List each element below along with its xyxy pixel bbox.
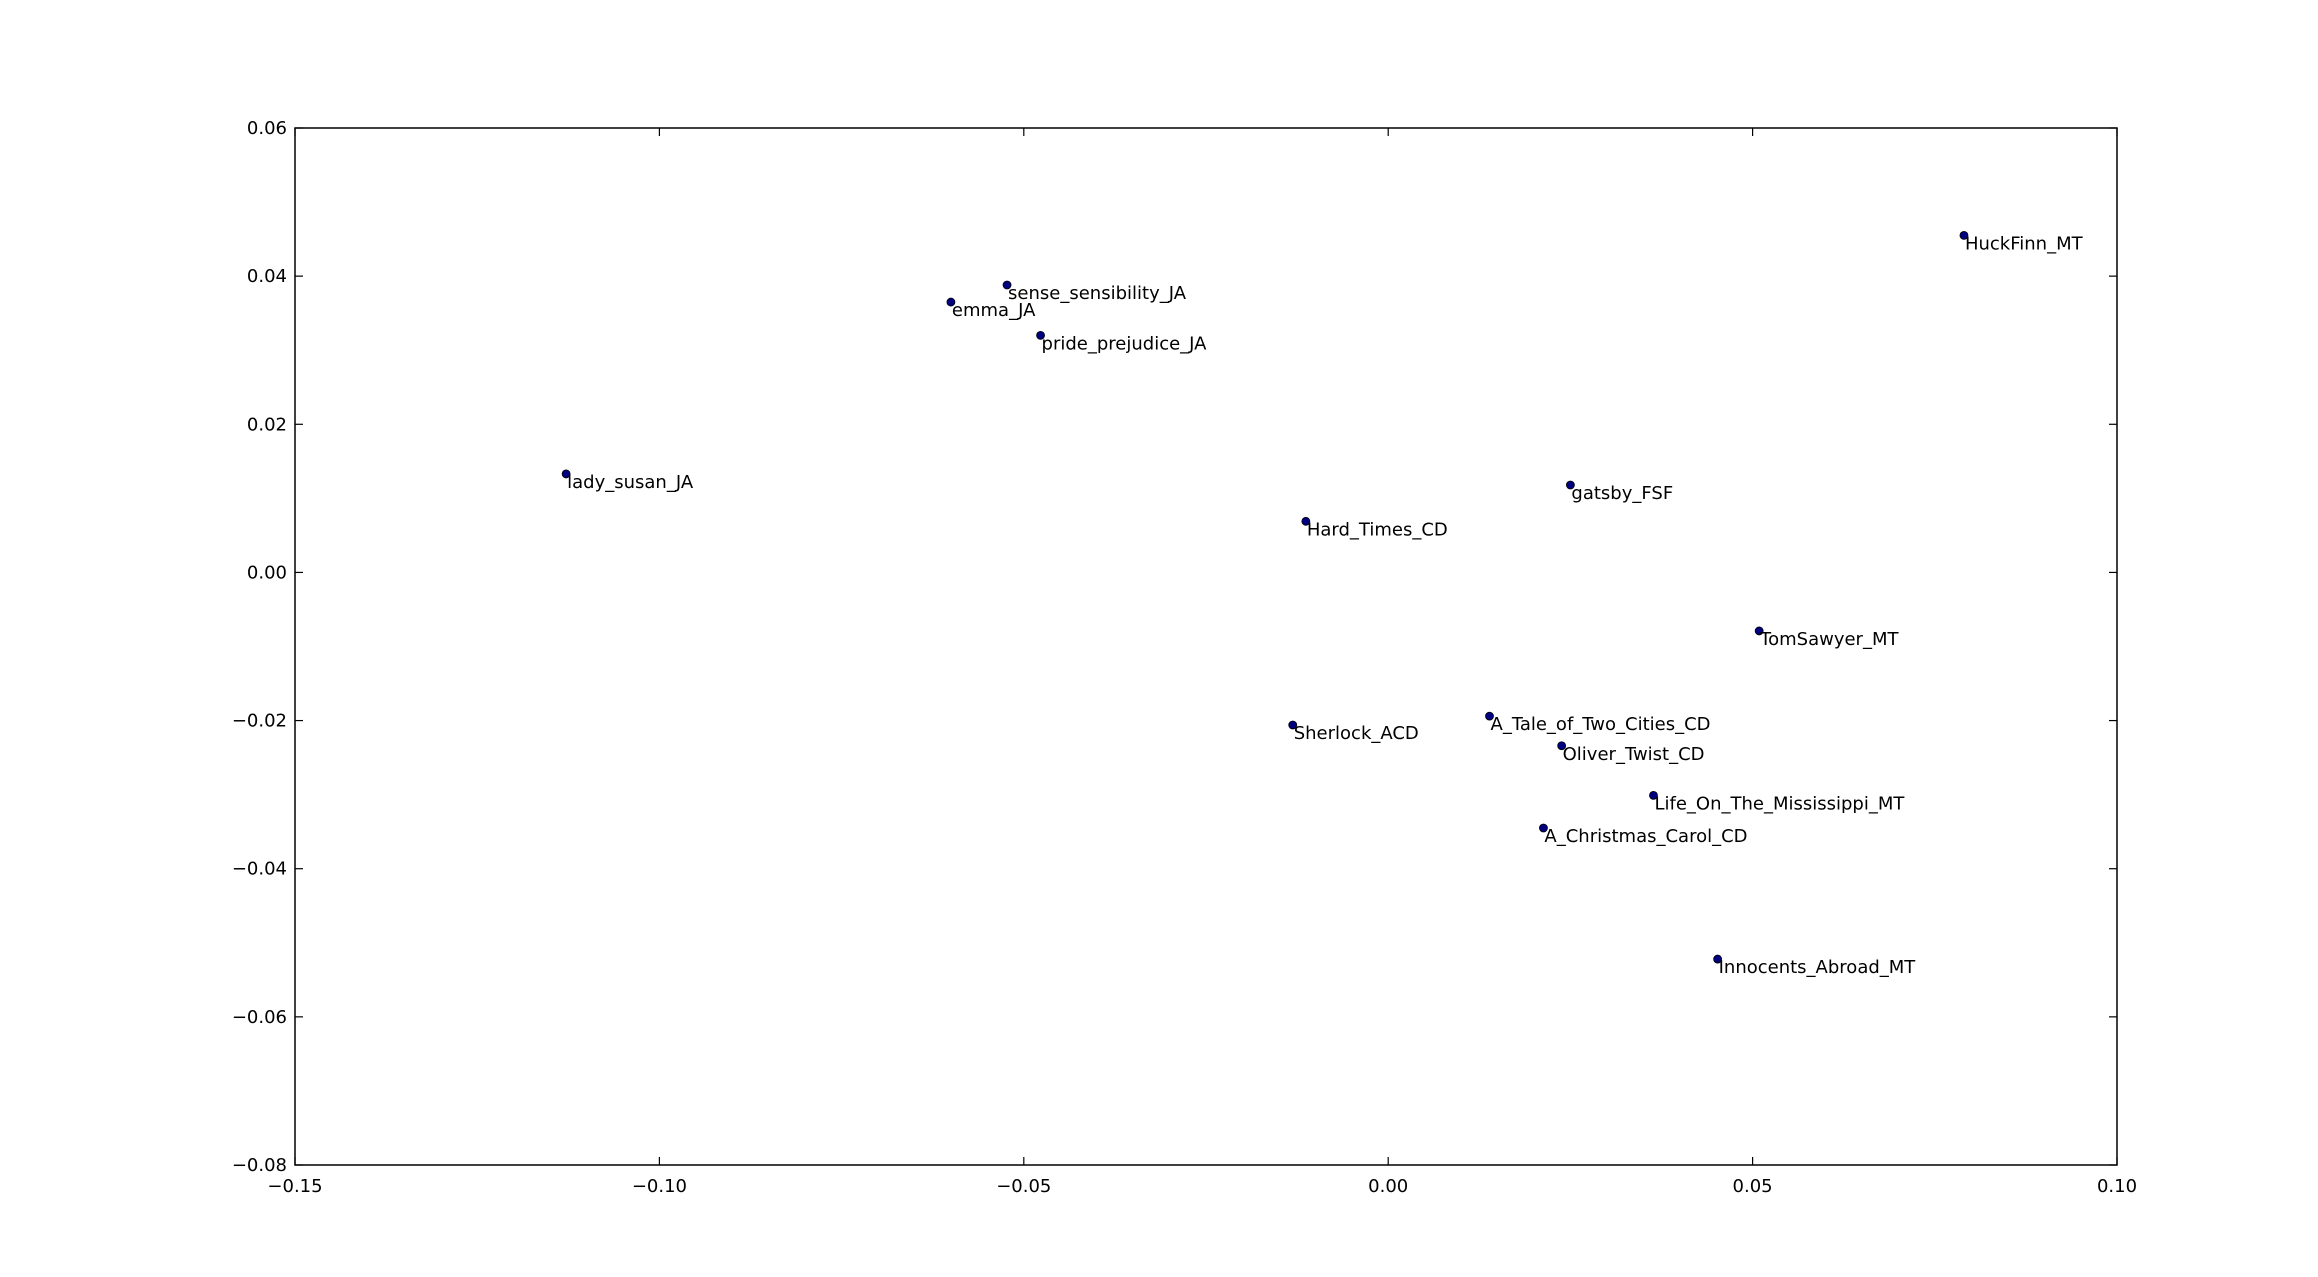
x-tick-label: 0.10 — [2097, 1176, 2137, 1197]
y-tick-label: −0.04 — [232, 859, 287, 880]
x-tick-label: 0.05 — [1733, 1176, 1773, 1197]
scatter-point — [1485, 711, 1494, 721]
scatter-point — [561, 469, 571, 479]
scatter-point — [1566, 480, 1575, 490]
scatter-point — [1713, 954, 1723, 964]
y-tick-label: 0.00 — [247, 562, 287, 583]
scatter-point-label: Innocents_Abroad_MT — [1719, 957, 1917, 978]
x-tick-label: 0.00 — [1368, 1176, 1408, 1197]
scatter-point-label: lady_susan_JA — [567, 472, 694, 493]
scatter-point — [1557, 741, 1567, 751]
scatter-point — [1649, 790, 1658, 800]
y-tick-label: 0.02 — [247, 414, 287, 435]
scatter-point-label: A_Tale_of_Two_Cities_CD — [1491, 714, 1711, 735]
x-tick-label: −0.05 — [996, 1176, 1051, 1197]
plot-area-frame — [294, 127, 2118, 1166]
x-tick-label: −0.15 — [267, 1176, 322, 1197]
scatter-point — [1036, 330, 1045, 340]
scatter-point-label: Hard_Times_CD — [1307, 519, 1448, 540]
scatter-point — [1539, 823, 1548, 833]
y-tick-label: 0.06 — [247, 118, 287, 139]
scatter-point-label: pride_prejudice_JA — [1042, 333, 1208, 354]
scatter-point-label: HuckFinn_MT — [1965, 233, 2084, 254]
y-tick-label: −0.02 — [232, 711, 287, 732]
data-points — [561, 231, 1969, 964]
axis-ticks: −0.15 −0.10 −0.05 0.00 0.05 0.10 0.06 0.04 0.02 0… — [232, 118, 2137, 1197]
scatter-point — [1754, 626, 1764, 636]
scatter-point — [1301, 516, 1311, 526]
y-tick-label: −0.08 — [232, 1155, 287, 1176]
point-labels: HuckFinn_MT sense_sensibility_JAemma_JApr… — [567, 233, 2083, 978]
scatter-point-label: sense_sensibility_JA — [1008, 283, 1187, 304]
scatter-point-label: Sherlock_ACD — [1294, 723, 1419, 744]
scatter-point — [1002, 280, 1012, 290]
scatter-point — [1959, 231, 1969, 240]
scatter-point-label: Life_On_The_Mississippi_MT — [1654, 793, 1905, 814]
scatter-point — [1288, 720, 1298, 730]
scatter-point-label: TomSawyer_MT — [1759, 629, 1899, 650]
scatter-point-label: A_Christmas_Carol_CD — [1544, 826, 1747, 847]
scatter-point-label: Oliver_Twist_CD — [1563, 744, 1705, 765]
scatter-point — [946, 297, 956, 307]
y-tick-label: 0.04 — [247, 266, 287, 287]
x-tick-label: −0.10 — [632, 1176, 687, 1197]
y-tick-label: −0.06 — [232, 1007, 287, 1028]
scatter-point-label: emma_JA — [952, 300, 1036, 321]
scatter-point-label: gatsby_FSF — [1571, 483, 1673, 504]
